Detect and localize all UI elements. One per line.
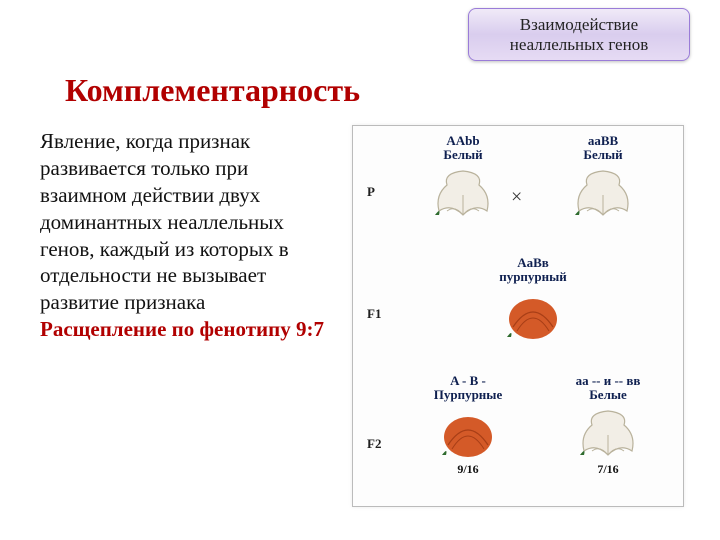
gen-label-f2: F2	[367, 436, 381, 452]
definition-text: Явление, когда признак развивается тольк…	[40, 128, 330, 343]
p-left: AAbb Белый	[413, 134, 513, 220]
f2-left: A - B - Пурпурные 9/16	[408, 374, 528, 477]
p-left-pheno: Белый	[413, 148, 513, 162]
page-title: Комплементарность	[65, 72, 360, 109]
f2-right: аа -- и -- вв Белые 7/16	[548, 374, 668, 477]
white-flower-icon	[433, 165, 493, 220]
definition-body: Явление, когда признак развивается тольк…	[40, 129, 289, 314]
f1-pheno: пурпурный	[478, 270, 588, 284]
f2-right-geno: аа -- и -- вв	[548, 374, 668, 388]
p-right-geno: aaBB	[553, 134, 653, 148]
p-left-geno: AAbb	[413, 134, 513, 148]
f2-left-geno: A - B -	[408, 374, 528, 388]
purple-flower-icon	[503, 287, 563, 342]
purple-flower-icon	[438, 405, 498, 460]
phenotype-ratio: Расщепление по фенотипу 9:7	[40, 317, 324, 341]
p-right-pheno: Белый	[553, 148, 653, 162]
f1-geno: AaBв	[478, 256, 588, 270]
f2-left-fraction: 9/16	[408, 462, 528, 477]
f2-right-fraction: 7/16	[548, 462, 668, 477]
p-right: aaBB Белый	[553, 134, 653, 220]
f2-right-pheno: Белые	[548, 388, 668, 402]
topic-badge: Взаимодействие неаллельных генов	[468, 8, 690, 61]
f1: AaBв пурпурный	[478, 256, 588, 342]
white-flower-icon	[573, 165, 633, 220]
gen-label-f1: F1	[367, 306, 381, 322]
white-flower-icon	[578, 405, 638, 460]
f2-left-pheno: Пурпурные	[408, 388, 528, 402]
gen-label-p: P	[367, 184, 375, 200]
genetics-diagram: P F1 F2 × AAbb Белый aaBB Белый AaBв	[352, 125, 684, 507]
